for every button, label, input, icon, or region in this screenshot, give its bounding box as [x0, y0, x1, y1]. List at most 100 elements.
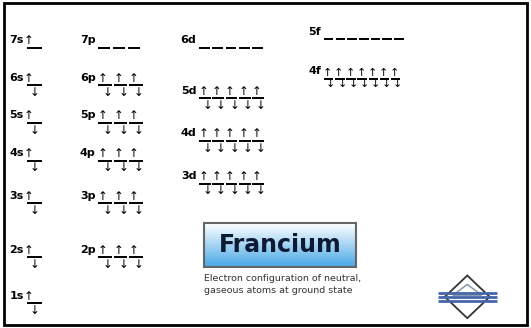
Text: ↑: ↑ [24, 190, 33, 203]
Text: ↓: ↓ [30, 204, 40, 217]
Bar [204, 250, 356, 251]
Text: ↑: ↑ [252, 127, 261, 140]
Bar [204, 253, 356, 254]
Text: 2s: 2s [10, 245, 24, 255]
Bar [204, 267, 356, 268]
Bar [204, 249, 356, 250]
Text: ↑: ↑ [24, 72, 33, 85]
Text: ↓: ↓ [118, 86, 128, 99]
Text: ↑: ↑ [238, 170, 248, 183]
Bar [204, 232, 356, 233]
Bar [204, 267, 356, 268]
Bar [204, 265, 356, 266]
Bar [204, 255, 356, 256]
Text: 1s: 1s [10, 291, 24, 301]
Bar [204, 250, 356, 251]
Text: ↑: ↑ [114, 72, 123, 85]
Text: ↓: ↓ [256, 184, 266, 197]
Bar [204, 239, 356, 240]
Text: ↓: ↓ [134, 204, 143, 217]
Text: ↓: ↓ [134, 124, 143, 137]
Text: 3p: 3p [80, 191, 96, 201]
Text: ↑: ↑ [24, 244, 33, 257]
Text: 5d: 5d [181, 86, 196, 96]
Text: ↓: ↓ [216, 99, 226, 112]
Text: 5p: 5p [80, 111, 96, 120]
Text: 7p: 7p [80, 35, 96, 45]
Bar [204, 228, 356, 229]
Text: ↓: ↓ [229, 142, 239, 155]
Text: 4d: 4d [181, 129, 196, 138]
Text: ↑: ↑ [98, 190, 108, 203]
Text: ↓: ↓ [103, 86, 113, 99]
Text: ↑: ↑ [379, 68, 388, 78]
Text: ↑: ↑ [98, 72, 108, 85]
Text: ↑: ↑ [114, 147, 123, 160]
Text: 5f: 5f [309, 27, 321, 37]
Text: ↓: ↓ [326, 79, 336, 89]
Text: ↓: ↓ [103, 258, 113, 271]
Bar [204, 247, 356, 248]
Text: ↓: ↓ [118, 161, 128, 174]
Text: ↑: ↑ [114, 109, 123, 122]
Bar [204, 252, 356, 253]
Bar [204, 251, 356, 252]
Bar [204, 261, 356, 262]
Bar [204, 243, 356, 244]
Bar [204, 235, 356, 236]
Text: ↓: ↓ [30, 86, 40, 99]
Text: ↓: ↓ [216, 184, 226, 197]
Text: ↑: ↑ [129, 147, 139, 160]
Text: 6s: 6s [10, 73, 24, 83]
Bar [204, 232, 356, 233]
Text: ↑: ↑ [129, 72, 139, 85]
Text: ↑: ↑ [24, 290, 33, 303]
Text: ↓: ↓ [243, 142, 252, 155]
Text: ↑: ↑ [212, 170, 221, 183]
Text: 4s: 4s [10, 148, 24, 158]
Text: ↑: ↑ [114, 190, 123, 203]
Text: ↓: ↓ [337, 79, 347, 89]
Bar [204, 229, 356, 230]
Text: ↑: ↑ [199, 85, 208, 98]
Bar [204, 224, 356, 225]
Text: ↑: ↑ [225, 85, 235, 98]
Text: ↓: ↓ [118, 124, 128, 137]
Bar [204, 237, 356, 238]
Bar [204, 263, 356, 264]
Text: ↑: ↑ [98, 147, 108, 160]
Text: ↑: ↑ [129, 190, 139, 203]
Text: ↑: ↑ [238, 85, 248, 98]
Text: ↓: ↓ [243, 99, 252, 112]
Text: 3s: 3s [10, 191, 24, 201]
Bar [204, 244, 356, 245]
Text: ↓: ↓ [134, 258, 143, 271]
Bar [204, 245, 356, 246]
Text: ↓: ↓ [371, 79, 380, 89]
Bar [204, 259, 356, 260]
Bar [204, 242, 356, 243]
Text: ↓: ↓ [256, 142, 266, 155]
Bar [204, 248, 356, 249]
Text: ↓: ↓ [103, 124, 113, 137]
Bar [204, 253, 356, 254]
Text: ↑: ↑ [238, 127, 248, 140]
Bar [204, 266, 356, 267]
Bar [204, 241, 356, 242]
Bar [204, 258, 356, 259]
Bar [204, 247, 356, 248]
Text: ↑: ↑ [225, 170, 235, 183]
Bar [204, 227, 356, 228]
Bar [204, 262, 356, 263]
Bar [204, 242, 356, 243]
Text: ↑: ↑ [129, 109, 139, 122]
Text: ↓: ↓ [203, 142, 212, 155]
Text: 6p: 6p [80, 73, 96, 83]
Text: ↑: ↑ [129, 244, 139, 257]
Bar [204, 238, 356, 239]
Text: ↓: ↓ [256, 99, 266, 112]
Bar [204, 262, 356, 263]
Bar [204, 254, 356, 255]
Bar [204, 244, 356, 245]
Text: ↓: ↓ [103, 204, 113, 217]
